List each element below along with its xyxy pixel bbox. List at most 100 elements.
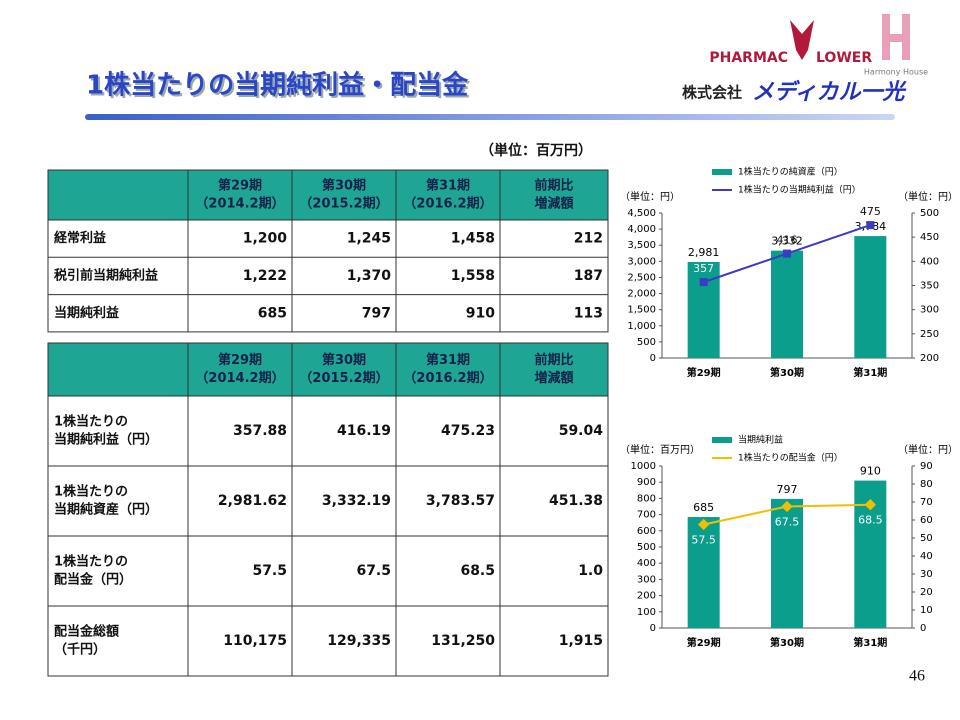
y2-tick-label: 80	[920, 479, 933, 490]
column-header: 前期比	[534, 178, 573, 194]
legend-swatch	[712, 437, 732, 443]
x-tick-label: 第31期	[853, 366, 887, 379]
legend-swatch	[712, 169, 732, 175]
title: 1株当たりの当期純利益・配当金	[86, 70, 469, 101]
row-label: 1株当たりの	[54, 414, 128, 430]
column-header: 増減額	[534, 370, 573, 386]
y-tick-label: 400	[637, 558, 656, 569]
cell: 1,245	[347, 231, 391, 247]
cell: 1,222	[243, 268, 287, 284]
y2-tick-label: 500	[920, 208, 939, 219]
marker	[783, 249, 791, 258]
y-axis-label: （単位：円）	[620, 190, 680, 203]
column-header: （2014.2期）	[195, 370, 284, 386]
title-shadow: 1株当たりの当期純利益・配当金	[88, 72, 471, 103]
column-header: 第29期	[218, 352, 262, 368]
y2-tick-label: 0	[920, 623, 926, 634]
cell: 113	[574, 305, 603, 321]
cell: 59.04	[559, 423, 604, 439]
cell: 68.5	[460, 563, 495, 579]
y2-tick-label: 60	[920, 515, 933, 526]
cell: 357.88	[233, 423, 287, 439]
y2-tick-label: 250	[920, 329, 939, 340]
y-axis-label: （単位：百万円）	[620, 443, 700, 456]
cell: 110,175	[223, 633, 287, 649]
cell: 187	[574, 268, 603, 284]
logo-h	[882, 14, 910, 60]
company-name: メディカル一光	[752, 79, 907, 105]
cell: 1,915	[559, 633, 603, 649]
y-tick-label: 500	[637, 542, 656, 553]
marker	[864, 499, 876, 511]
bar-label: 685	[693, 501, 714, 514]
y2-axis-label: （単位：円）	[898, 443, 958, 456]
bar	[687, 261, 720, 358]
company: 株式会社	[682, 84, 742, 102]
y2-tick-label: 20	[920, 587, 933, 598]
bar	[854, 236, 887, 358]
bar-label: 2,981	[688, 246, 720, 259]
column-header: （2016.2期）	[403, 196, 492, 212]
column-header: 前期比	[534, 352, 573, 368]
bar	[771, 498, 803, 628]
point-label: 57.5	[691, 534, 716, 547]
table-header	[48, 343, 608, 396]
cell: 910	[466, 305, 495, 321]
column-header: （2016.2期）	[403, 370, 492, 386]
y-tick-label: 4,000	[627, 224, 656, 235]
title-rule	[85, 114, 895, 120]
y-tick-label: 1000	[631, 461, 656, 472]
logo-text: PHARMAC	[709, 50, 788, 66]
column-header: 増減額	[534, 196, 573, 212]
row-label: 当期純利益	[54, 305, 119, 321]
cell: 67.5	[356, 563, 391, 579]
bar-label: 797	[777, 483, 798, 496]
column-header: 第31期	[426, 352, 470, 368]
column-header: 第29期	[218, 178, 262, 194]
cell: 475.23	[441, 423, 495, 439]
row-label: 当期純利益（円）	[54, 432, 158, 448]
x-tick-label: 第29期	[687, 366, 721, 379]
unit: （単位：百万円）	[480, 142, 592, 159]
y2-tick-label: 350	[920, 281, 939, 292]
column-header: （2015.2期）	[299, 196, 388, 212]
y-tick-label: 2,000	[627, 289, 656, 300]
cell: 57.5	[252, 563, 287, 579]
table-header	[48, 170, 608, 220]
y-tick-label: 0	[650, 623, 656, 634]
y-tick-label: 3,500	[627, 240, 656, 251]
cell: 416.19	[337, 423, 391, 439]
row-label: 1株当たりの	[54, 554, 128, 570]
marker	[698, 518, 710, 531]
page-number: 46	[909, 668, 925, 685]
y2-tick-label: 10	[920, 605, 933, 616]
point-label: 357	[693, 262, 714, 275]
y-tick-label: 1,500	[627, 305, 656, 316]
row-label: 配当金総額	[54, 624, 119, 640]
cell: 131,250	[431, 633, 495, 649]
column-header: （2014.2期）	[195, 196, 284, 212]
y-tick-label: 100	[637, 607, 656, 618]
y-tick-label: 3,000	[627, 256, 656, 267]
x-tick-label: 第31期	[853, 636, 887, 649]
y2-tick-label: 450	[920, 232, 939, 243]
logo-flower	[790, 20, 814, 60]
y2-tick-label: 30	[920, 569, 933, 580]
cell: 3,783.57	[426, 493, 495, 509]
x-tick-label: 第29期	[687, 636, 721, 649]
y-tick-label: 1,000	[627, 321, 656, 332]
row-label: （千円）	[54, 642, 106, 658]
point-label: 68.5	[858, 514, 883, 527]
point-label: 416	[777, 234, 798, 247]
bar	[687, 517, 720, 628]
cell: 797	[362, 305, 391, 321]
row-label: 当期純資産（円）	[54, 502, 158, 518]
marker	[866, 221, 875, 230]
table-border	[47, 169, 609, 333]
column-header: 第31期	[426, 178, 470, 194]
column-header: （2015.2期）	[299, 370, 388, 386]
x-tick-label: 第30期	[770, 636, 804, 649]
point-label: 67.5	[775, 516, 800, 529]
y-tick-label: 800	[637, 493, 656, 504]
legend-label: 1株当たりの純資産（円）	[738, 166, 843, 178]
